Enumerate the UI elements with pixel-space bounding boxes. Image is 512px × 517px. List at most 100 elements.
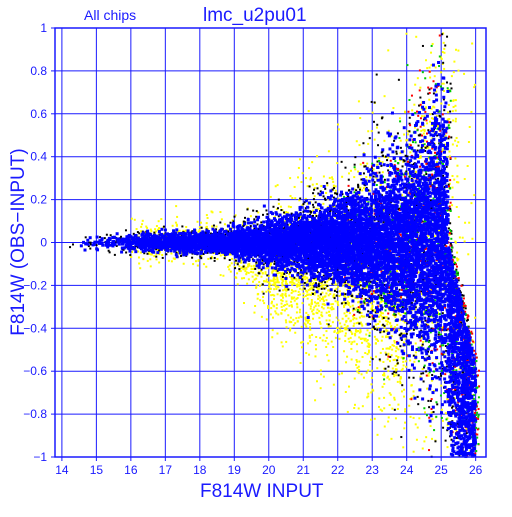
- yellow-point: [380, 352, 382, 354]
- yellow-point: [277, 286, 279, 288]
- black-point: [235, 260, 237, 262]
- yellow-point: [308, 304, 310, 306]
- yellow-point: [360, 338, 362, 340]
- yellow-point: [246, 283, 248, 285]
- yellow-point: [289, 281, 291, 283]
- yellow-point: [151, 254, 153, 256]
- yellow-point: [382, 374, 384, 376]
- black-point: [380, 165, 382, 167]
- yellow-point: [183, 263, 185, 265]
- black-point: [417, 396, 419, 398]
- yellow-point: [290, 301, 292, 303]
- yellow-point: [354, 378, 356, 380]
- yellow-point: [282, 284, 284, 286]
- yellow-point: [304, 278, 306, 280]
- black-point: [393, 140, 395, 142]
- yellow-point: [359, 187, 361, 189]
- yellow-point: [415, 36, 417, 38]
- yellow-point: [328, 311, 330, 313]
- black-point: [433, 92, 435, 94]
- yellow-point: [235, 262, 237, 264]
- black-point: [344, 293, 346, 295]
- yellow-point: [332, 308, 334, 310]
- yellow-point: [134, 219, 136, 221]
- black-point: [302, 203, 304, 205]
- yellow-point: [275, 286, 277, 288]
- yellow-point: [205, 266, 207, 268]
- yellow-point: [331, 176, 333, 178]
- black-point: [273, 263, 275, 265]
- yellow-point: [456, 181, 458, 183]
- yellow-point: [389, 322, 391, 324]
- yellow-point: [285, 283, 287, 285]
- yellow-point: [376, 164, 378, 166]
- yellow-point: [155, 230, 157, 232]
- yellow-point: [269, 283, 271, 285]
- yellow-point: [415, 423, 417, 425]
- yellow-point: [258, 281, 260, 283]
- yellow-point: [403, 364, 405, 366]
- black-point: [125, 251, 127, 253]
- black-point: [413, 329, 415, 331]
- yellow-point: [263, 280, 265, 282]
- yellow-point: [320, 285, 322, 287]
- yellow-point: [171, 260, 173, 262]
- yellow-point: [206, 222, 208, 224]
- yellow-point: [319, 300, 321, 302]
- yellow-point: [299, 288, 301, 290]
- yellow-point: [448, 104, 450, 106]
- yellow-point: [263, 302, 265, 304]
- black-point: [348, 179, 350, 181]
- yellow-point: [447, 446, 449, 448]
- yellow-point: [376, 367, 378, 369]
- yellow-point: [326, 281, 328, 283]
- yellow-point: [325, 340, 327, 342]
- yellow-point: [417, 427, 419, 429]
- yellow-point: [382, 348, 384, 350]
- yellow-point: [453, 106, 455, 108]
- yellow-point: [348, 318, 350, 320]
- yellow-point: [268, 282, 270, 284]
- black-point: [272, 206, 274, 208]
- yellow-point: [296, 286, 298, 288]
- yellow-point: [456, 206, 458, 208]
- black-point: [381, 116, 383, 118]
- yellow-point: [456, 175, 458, 177]
- black-point: [400, 147, 402, 149]
- yellow-point: [328, 326, 330, 328]
- yellow-point: [296, 311, 298, 313]
- yellow-point: [349, 312, 351, 314]
- yellow-point: [433, 106, 435, 108]
- yellow-point: [350, 348, 352, 350]
- black-point: [409, 117, 411, 119]
- yellow-point: [147, 260, 149, 262]
- black-point: [280, 209, 282, 211]
- yellow-point: [332, 346, 334, 348]
- yellow-point: [424, 411, 426, 413]
- yellow-point: [277, 293, 279, 295]
- yellow-point: [463, 73, 465, 75]
- yellow-point: [277, 313, 279, 315]
- black-point: [442, 427, 444, 429]
- yellow-point: [337, 332, 339, 334]
- yellow-point: [211, 225, 213, 227]
- yellow-point: [382, 171, 384, 173]
- black-point: [376, 124, 378, 126]
- yellow-point: [424, 129, 426, 131]
- yellow-point: [308, 294, 310, 296]
- yellow-point: [331, 306, 333, 308]
- black-point: [96, 244, 98, 246]
- yellow-point: [146, 227, 148, 229]
- yellow-point: [411, 109, 413, 111]
- yellow-point: [359, 329, 361, 331]
- yellow-point: [172, 225, 174, 227]
- black-point: [238, 268, 240, 270]
- yellow-point: [130, 256, 132, 258]
- yellow-point: [248, 272, 250, 274]
- black-point: [423, 380, 425, 382]
- yellow-point: [307, 185, 309, 187]
- yellow-point: [302, 302, 304, 304]
- black-point: [388, 318, 390, 320]
- black-point: [418, 145, 420, 147]
- yellow-point: [229, 264, 231, 266]
